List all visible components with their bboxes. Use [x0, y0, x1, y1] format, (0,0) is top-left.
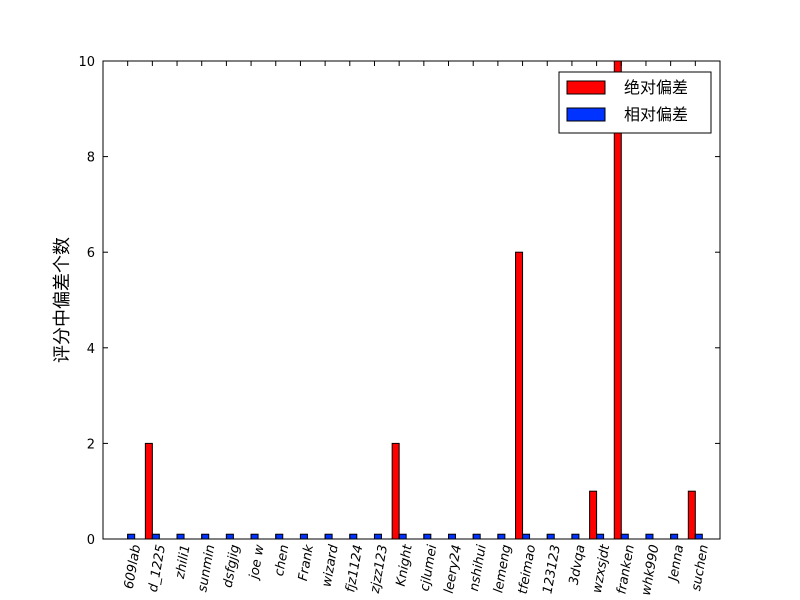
x-category-label: 609lab — [122, 544, 145, 591]
bar-relative-7 — [299, 533, 308, 540]
bar-relative-0 — [127, 533, 136, 540]
bar-relative-3 — [201, 533, 210, 540]
bar-relative-12 — [423, 533, 432, 540]
y-axis: 0 2 4 6 8 10 — [78, 55, 720, 548]
plot-frame — [102, 60, 721, 540]
bar-relative-23 — [694, 533, 703, 540]
bar-relative-1 — [151, 533, 160, 540]
x-category-label: leery24 — [442, 544, 465, 595]
x-category-label: wzxsjdt — [590, 543, 613, 595]
y-tick-label: 8 — [87, 151, 95, 166]
bar-relative-10 — [373, 533, 382, 540]
bar-relative-4 — [225, 533, 234, 540]
x-category-label: zhili1 — [173, 544, 194, 581]
bar-absolute-19 — [589, 490, 598, 540]
legend-label: 相对偏差 — [624, 105, 688, 124]
x-category-label: dsfgjig — [221, 544, 243, 589]
bar-relative-18 — [571, 533, 580, 540]
bar-relative-5 — [250, 533, 259, 540]
bar-relative-17 — [546, 533, 555, 540]
y-axis-label: 评分中偏差个数 — [52, 237, 73, 363]
bar-relative-9 — [349, 533, 358, 540]
bar-relative-6 — [275, 533, 284, 540]
x-category-label: Jenna — [666, 544, 688, 585]
bar-relative-20 — [620, 533, 629, 540]
x-category-label: wizard — [320, 543, 342, 588]
x-category-label: Frank — [296, 543, 317, 582]
x-category-label: d_1225 — [146, 544, 169, 594]
bar-relative-8 — [324, 533, 333, 540]
bar-absolute-16 — [515, 251, 524, 540]
y-tick-label: 0 — [87, 533, 95, 548]
x-category-label: cjlumei — [418, 543, 441, 592]
bar-relative-13 — [448, 533, 457, 540]
y-tick-label: 10 — [78, 55, 95, 70]
x-category-label: joe w — [247, 543, 268, 582]
y-tick-label: 6 — [87, 246, 95, 261]
x-category-label: fjz1124 — [343, 544, 366, 594]
bars-layer — [127, 60, 703, 540]
bar-absolute-23 — [687, 490, 696, 540]
x-category-label: zjzz123 — [368, 544, 391, 596]
y-tick-label: 4 — [87, 342, 95, 357]
x-category-label: suchen — [689, 544, 712, 593]
bar-relative-22 — [670, 533, 679, 540]
bar-relative-11 — [398, 533, 407, 540]
legend-swatch — [566, 80, 606, 95]
bar-relative-19 — [596, 533, 605, 540]
x-category-label: whk990 — [639, 544, 663, 597]
bar-absolute-11 — [391, 442, 400, 540]
bar-relative-14 — [472, 533, 481, 540]
legend-swatch — [566, 107, 606, 122]
x-category-label: nshihui — [467, 543, 490, 592]
bar-relative-21 — [645, 533, 654, 540]
x-category-label: tfeimao — [516, 544, 539, 596]
x-category-label: sunmin — [195, 544, 218, 594]
y-tick-label: 2 — [87, 437, 95, 452]
x-category-label: 123123 — [540, 544, 563, 595]
bar-absolute-1 — [144, 442, 153, 540]
bar-relative-16 — [522, 533, 531, 540]
x-category-label: franken — [614, 544, 637, 596]
x-category-label: 3dvqa — [567, 544, 589, 586]
x-category-label: chen — [272, 544, 292, 578]
x-category-label: Knight — [394, 543, 416, 588]
x-axis: 609lab d_1225 zhili1 sunmin dsfgjig joe w chen… — [122, 61, 712, 597]
legend-label: 绝对偏差 — [624, 78, 688, 97]
bar-relative-2 — [176, 533, 185, 540]
x-category-label: lemeng — [491, 544, 514, 595]
bar-relative-15 — [497, 533, 506, 540]
